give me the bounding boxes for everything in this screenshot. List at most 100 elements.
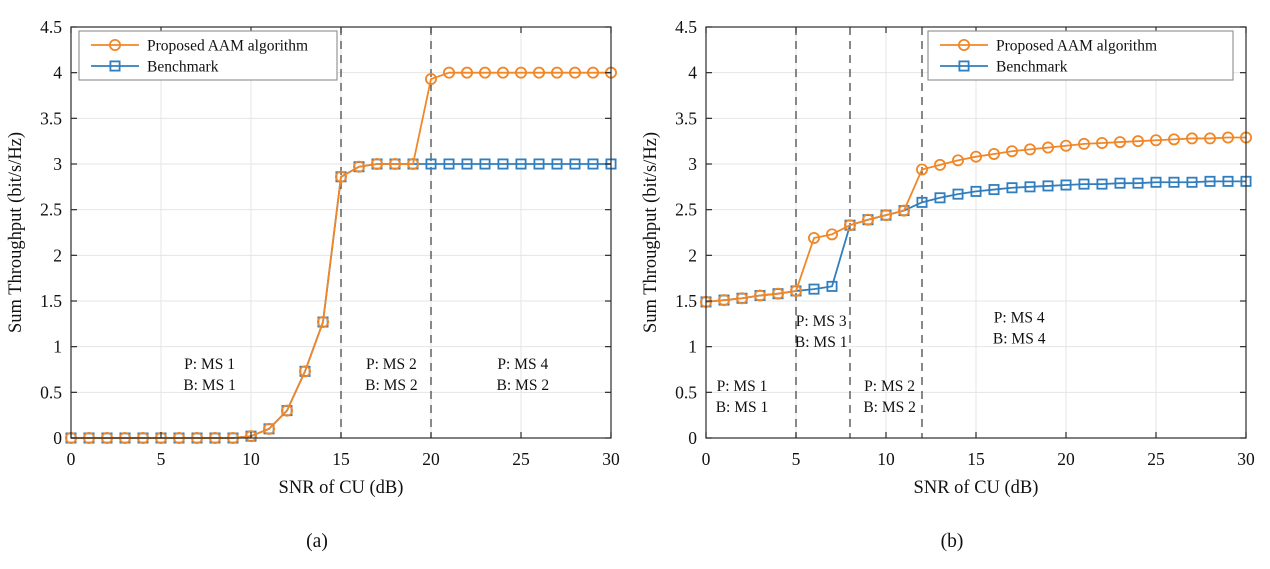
square-marker (479, 158, 491, 170)
y-tick-label: 1.5 (40, 291, 62, 311)
chart-b: P: MS 1 B: MS 1 P: MS 3 B: MS 1 P: MS 2 B: MS… (635, 0, 1270, 569)
y-tick-label: 0 (53, 428, 62, 448)
square-marker (1042, 180, 1054, 192)
square-marker (443, 158, 455, 170)
y-tick-label: 2.5 (675, 200, 697, 220)
circle-marker (987, 147, 1000, 160)
square-marker (1060, 179, 1072, 191)
annotation-line-1: P: MS 4 (994, 309, 1045, 326)
circle-marker (587, 66, 600, 79)
x-tick-label: 10 (242, 449, 260, 469)
y-tick-label: 3 (53, 154, 62, 174)
x-tick-label: 5 (792, 449, 801, 469)
circle-marker (1005, 145, 1018, 158)
square-marker (425, 158, 437, 170)
y-tick-label: 0.5 (40, 382, 62, 402)
y-tick-label: 2 (688, 245, 697, 265)
y-tick-label: 3 (688, 154, 697, 174)
square-marker (1006, 182, 1018, 194)
x-tick-label: 0 (702, 449, 711, 469)
annotation-line-1: P: MS 3 (796, 313, 847, 330)
legend-square-marker (109, 60, 121, 72)
circle-marker (825, 228, 838, 241)
square-marker (808, 283, 820, 295)
x-tick-label: 20 (1057, 449, 1075, 469)
circle-marker (569, 66, 582, 79)
x-tick-label: 30 (1237, 449, 1255, 469)
annotation-line-2: B: MS 2 (863, 399, 916, 416)
circle-marker (406, 157, 419, 170)
circle-marker (1041, 141, 1054, 154)
circle-marker (442, 66, 455, 79)
annotation-line-1: P: MS 1 (184, 356, 235, 373)
x-tick-label: 5 (157, 449, 166, 469)
circle-marker (551, 66, 564, 79)
annotation: P: MS 4 B: MS 2 (497, 356, 550, 394)
chart-a: P: MS 1 B: MS 1 P: MS 2 B: MS 2 P: MS 4 B: MS… (6, 17, 620, 552)
square-marker (1024, 181, 1036, 193)
x-tick-label: 0 (67, 449, 76, 469)
x-axis-label: SNR of CU (dB) (279, 478, 404, 498)
y-tick-label: 4 (688, 63, 697, 83)
subplot-caption: (a) (306, 531, 328, 552)
circle-marker (515, 66, 528, 79)
circle-marker (897, 204, 910, 217)
square-marker (497, 158, 509, 170)
legend-circle-marker (109, 39, 122, 52)
annotation-line-2: B: MS 2 (497, 377, 550, 394)
square-marker (1096, 178, 1108, 190)
legend-item-benchmark: Benchmark (940, 59, 1068, 76)
circle-marker (915, 163, 928, 176)
legend-label: Benchmark (147, 59, 219, 76)
circle-marker (334, 170, 347, 183)
chart-b-svg: P: MS 1 B: MS 1 P: MS 3 B: MS 1 P: MS 2 B: MS… (641, 17, 1255, 552)
x-tick-label: 25 (512, 449, 530, 469)
y-tick-label: 2 (53, 245, 62, 265)
annotation: P: MS 1 B: MS 1 (716, 378, 769, 416)
circle-marker (533, 66, 546, 79)
circle-marker (1023, 143, 1036, 156)
y-tick-label: 4 (53, 63, 62, 83)
circle-marker (1150, 134, 1163, 147)
legend: Proposed AAM algorithm Benchmark (927, 30, 1234, 81)
square-marker (587, 158, 599, 170)
legend-item-benchmark: Benchmark (91, 59, 219, 76)
square-marker (551, 158, 563, 170)
annotation: P: MS 2 B: MS 2 (863, 378, 916, 416)
circle-marker (754, 289, 767, 302)
legend-label: Proposed AAM algorithm (147, 38, 308, 55)
y-tick-label: 0 (688, 428, 697, 448)
circle-marker (933, 158, 946, 171)
circle-marker (1059, 139, 1072, 152)
circle-marker (879, 209, 892, 222)
circle-marker (1186, 132, 1199, 145)
circle-marker (1168, 133, 1181, 146)
square-marker (826, 280, 838, 292)
square-marker (1168, 176, 1180, 188)
circle-marker (262, 422, 275, 435)
legend-box (927, 30, 1234, 81)
y-tick-label: 0.5 (675, 382, 697, 402)
square-marker (1186, 176, 1198, 188)
y-axis-label: Sum Throughput (bit/s/Hz) (6, 132, 26, 333)
annotation: P: MS 3 B: MS 1 (795, 313, 848, 351)
circle-marker (316, 316, 329, 329)
x-tick-label: 30 (602, 449, 620, 469)
circle-marker (1222, 131, 1235, 144)
square-marker (1222, 175, 1234, 187)
annotation-line-2: B: MS 2 (365, 377, 418, 394)
y-tick-label: 1.5 (675, 291, 697, 311)
x-tick-label: 15 (967, 449, 985, 469)
y-tick-label: 2.5 (40, 200, 62, 220)
proposed-series-markers (700, 131, 1253, 308)
legend-item-proposed: Proposed AAM algorithm (91, 38, 308, 55)
circle-marker (298, 365, 311, 378)
square-marker (569, 158, 581, 170)
circle-marker (807, 231, 820, 244)
y-tick-label: 3.5 (675, 108, 697, 128)
legend-box (78, 30, 338, 81)
square-marker (1114, 177, 1126, 189)
square-marker (916, 196, 928, 208)
circle-marker (424, 73, 437, 86)
